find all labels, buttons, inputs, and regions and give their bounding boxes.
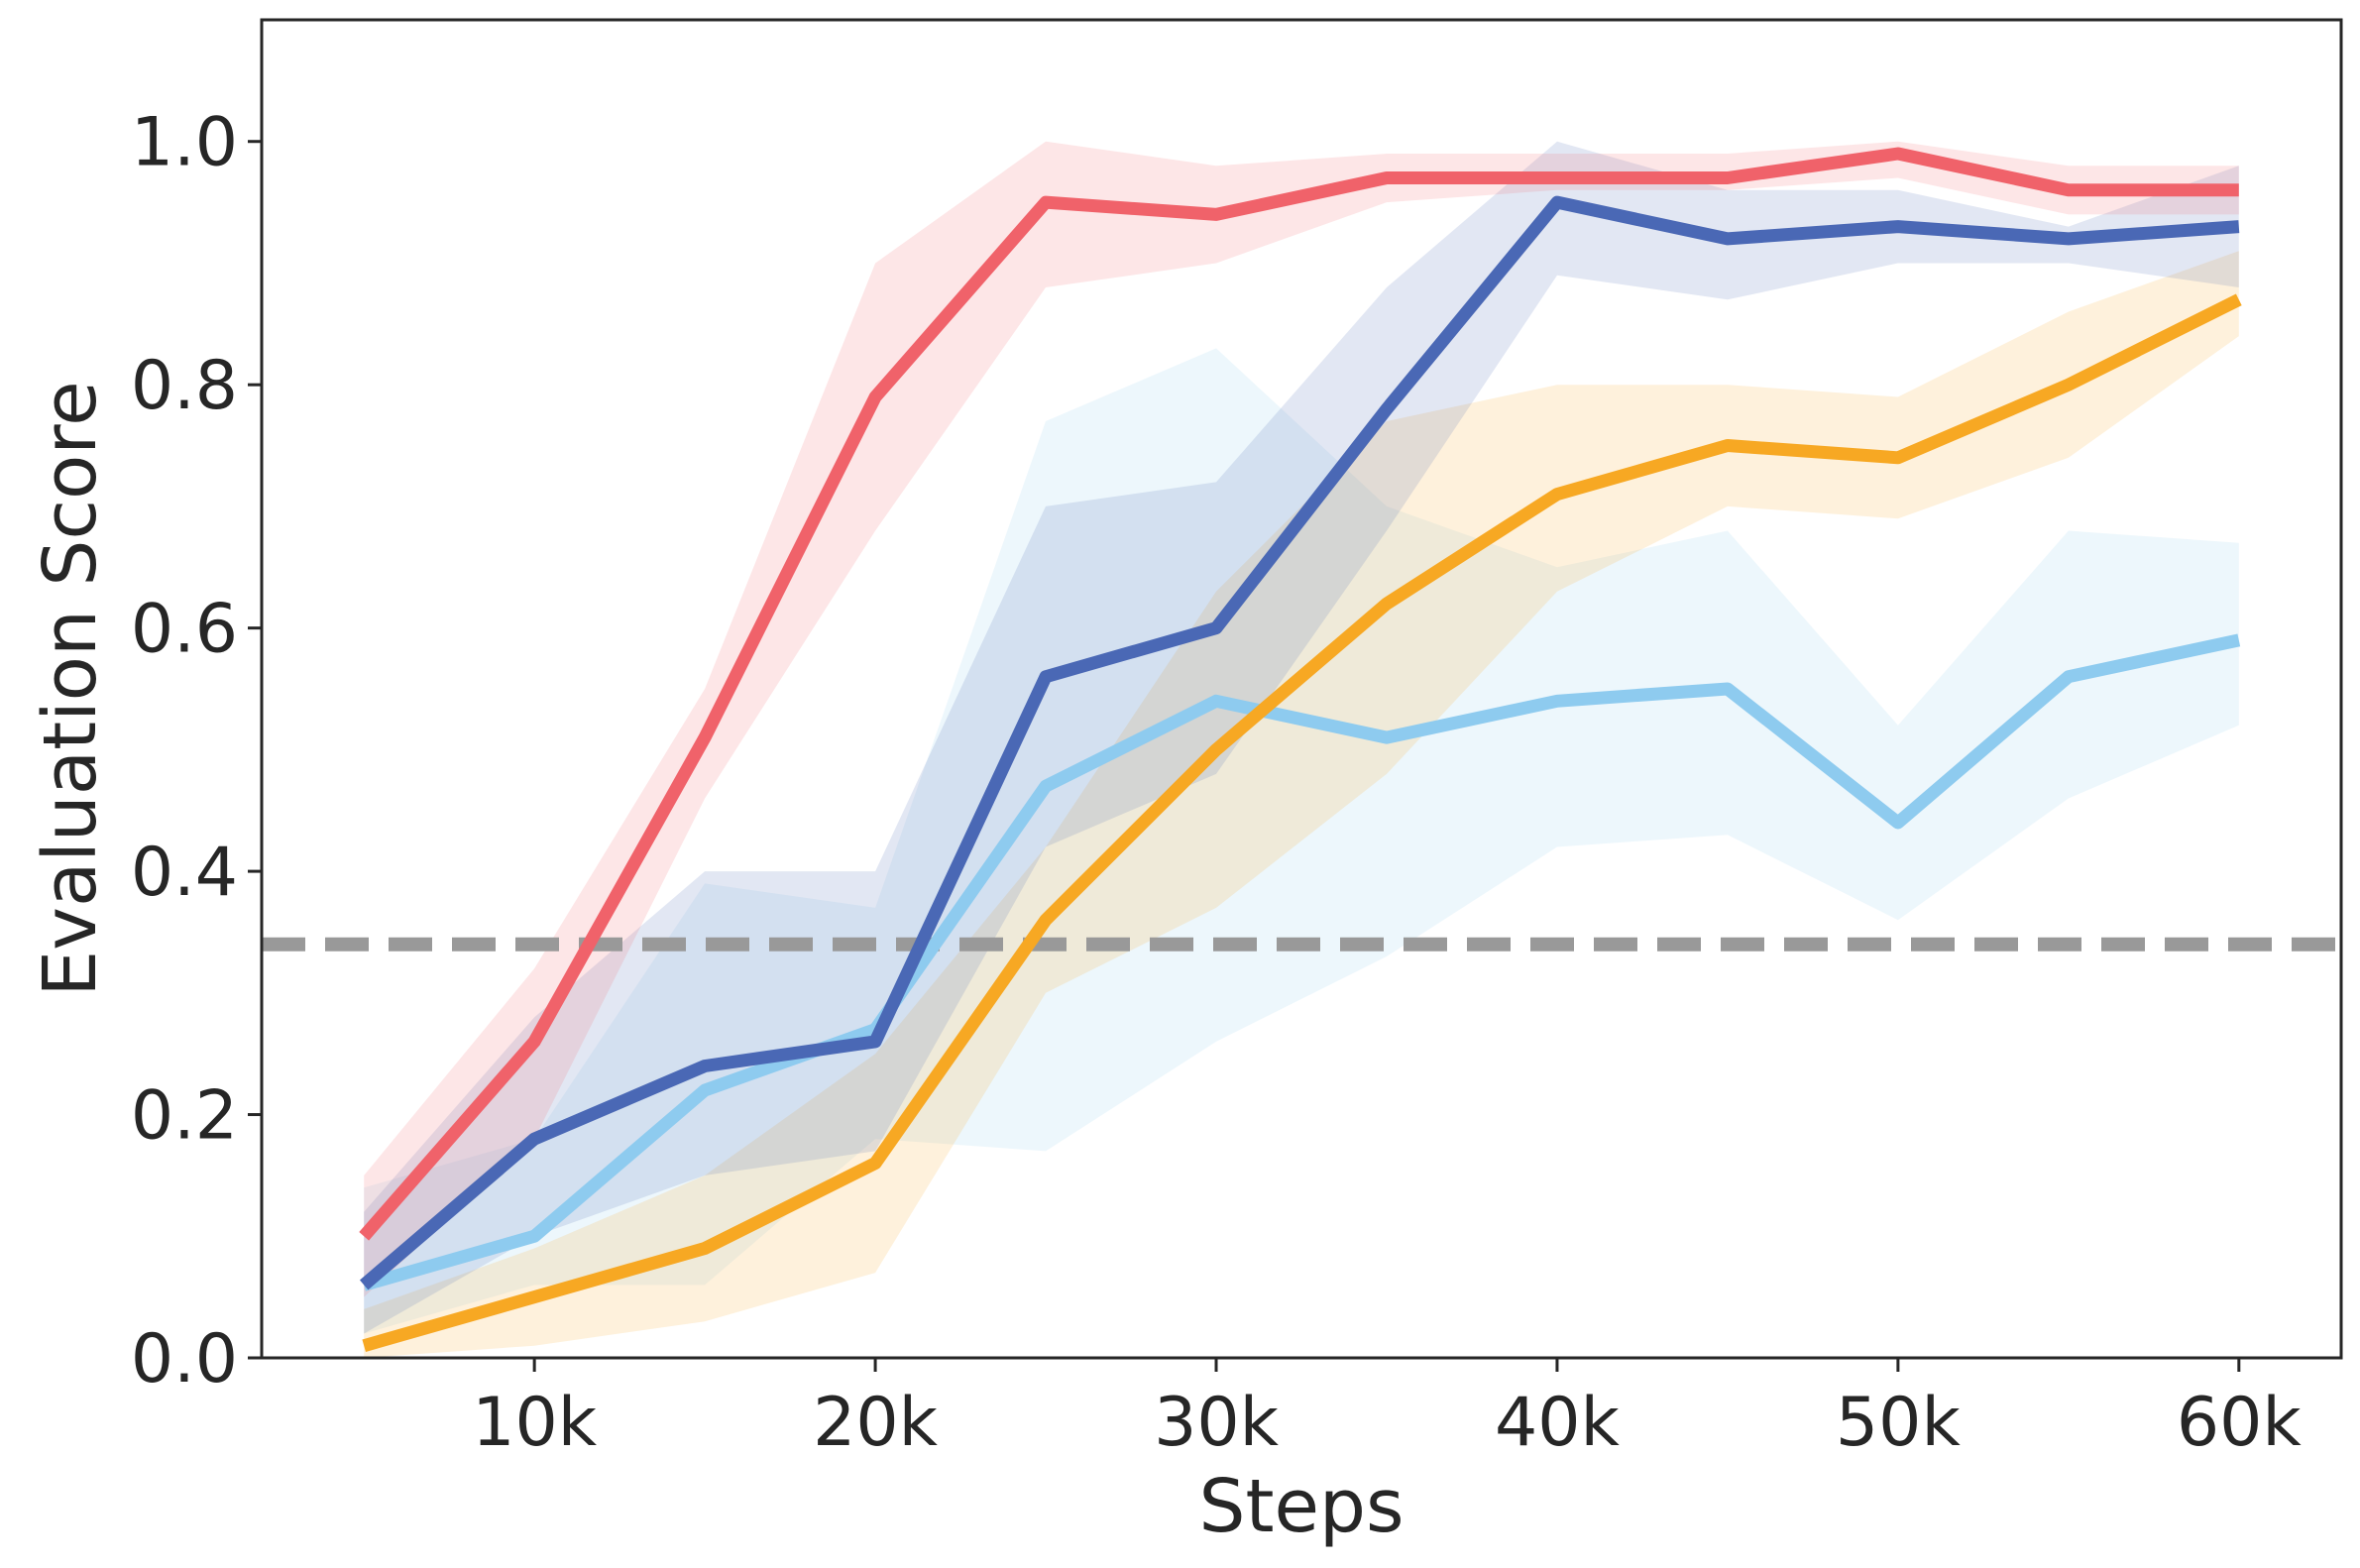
x-tick-label-1: 10k — [472, 1384, 598, 1462]
x-tick-label-4: 40k — [1495, 1384, 1621, 1462]
y-tick-label-3: 0.4 — [131, 834, 238, 912]
x-tick-label-6: 60k — [2177, 1384, 2303, 1462]
y-tick-label-6: 1.0 — [131, 104, 238, 182]
x-tick-label-5: 50k — [1836, 1384, 1962, 1462]
y-tick-label-1: 0.0 — [131, 1320, 238, 1399]
y-axis-title: Evaluation Score — [28, 381, 113, 996]
y-tick-label-5: 0.8 — [131, 347, 238, 425]
series-2-band — [364, 251, 2239, 1359]
confidence-bands — [364, 141, 2239, 1359]
series-2-line — [362, 293, 2242, 1352]
series-lines — [359, 147, 2242, 1352]
series-4-line — [359, 147, 2239, 1241]
plot-frame — [260, 18, 2343, 1360]
x-tick-label-2: 20k — [813, 1384, 939, 1462]
series-1-line — [362, 633, 2241, 1291]
series-4-band — [364, 141, 2239, 1297]
series-3-band — [364, 141, 2239, 1334]
x-axis-title: Steps — [1198, 1464, 1404, 1549]
y-tick-label-2: 0.2 — [131, 1077, 238, 1156]
axes — [260, 18, 2343, 1360]
y-tick-label-4: 0.6 — [131, 591, 238, 669]
x-tick-label-3: 30k — [1154, 1384, 1280, 1462]
series-1-band — [364, 348, 2239, 1334]
tick-marks: 10k 20k 30k 40k 50k 60k 0.0 0.2 0.4 0.6 0.8 1.0 — [131, 104, 2303, 1462]
series-3-line — [359, 195, 2240, 1290]
